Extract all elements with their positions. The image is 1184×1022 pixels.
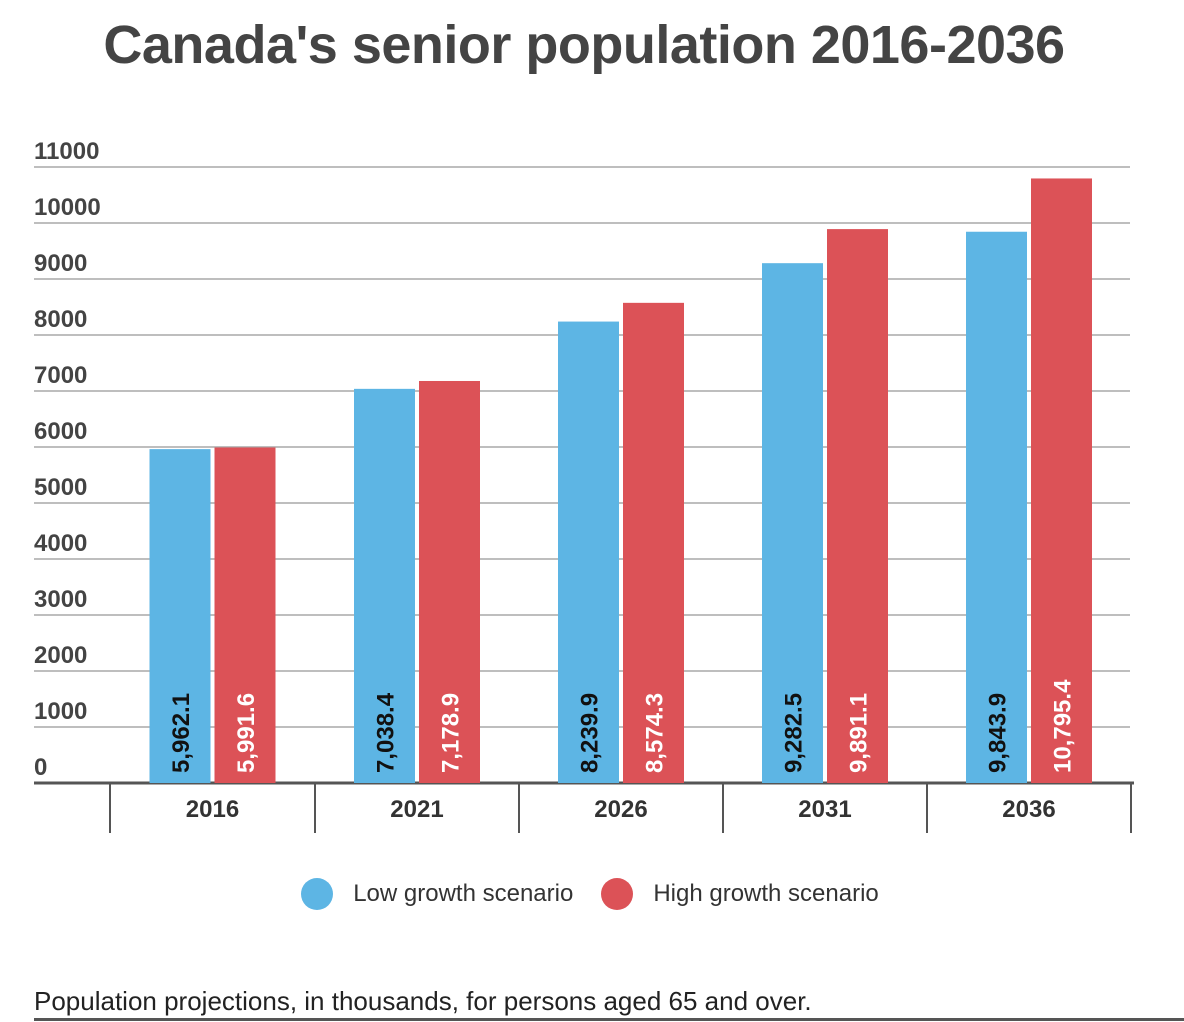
data-label: 5,991.6 — [233, 693, 260, 773]
data-label: 8,239.9 — [577, 693, 604, 773]
data-label: 9,891.1 — [846, 693, 873, 773]
data-label: 8,574.3 — [642, 693, 669, 773]
bar-low — [354, 388, 415, 783]
legend-item-high[interactable]: High growth scenario — [601, 878, 879, 910]
bar-low — [762, 263, 823, 783]
x-tick-label: 2021 — [390, 796, 443, 823]
bar-high — [419, 380, 480, 783]
data-label: 5,962.1 — [168, 693, 195, 773]
x-tick-label: 2031 — [798, 796, 851, 823]
y-tick-label: 3000 — [34, 586, 87, 613]
y-tick-label: 11000 — [34, 138, 99, 165]
data-label: 9,843.9 — [985, 693, 1012, 773]
data-label: 7,178.9 — [438, 693, 465, 773]
bar-high — [623, 302, 684, 783]
y-tick-label: 4000 — [34, 530, 87, 557]
y-tick-label: 1000 — [34, 698, 87, 725]
data-label: 10,795.4 — [1050, 679, 1077, 773]
y-tick-label: 9000 — [34, 250, 87, 277]
bar-high — [827, 229, 888, 784]
footnote: Population projections, in thousands, fo… — [34, 986, 812, 1016]
y-tick-label: 0 — [34, 754, 47, 781]
legend-label-low: Low growth scenario — [353, 880, 574, 907]
y-tick-label: 6000 — [34, 418, 87, 445]
data-label: 9,282.5 — [781, 693, 808, 773]
y-tick-label: 8000 — [34, 306, 87, 333]
x-tick-label: 2036 — [1002, 796, 1055, 823]
chart-title: Canada's senior population 2016-2036 — [103, 15, 1065, 75]
bar-high — [214, 447, 276, 783]
bar-low — [149, 449, 211, 783]
legend-label-high: High growth scenario — [653, 880, 879, 907]
y-tick-label: 10000 — [34, 194, 101, 221]
data-label: 7,038.4 — [373, 692, 400, 773]
bar-high — [1031, 178, 1092, 784]
legend-swatch-high — [601, 878, 634, 910]
y-tick-label: 7000 — [34, 362, 87, 389]
x-tick-label: 2026 — [594, 796, 647, 823]
bar-low — [558, 321, 619, 783]
legend-swatch-low — [301, 878, 334, 910]
legend-item-low[interactable]: Low growth scenario — [301, 878, 573, 910]
bar-low — [966, 231, 1027, 784]
x-tick-label: 2016 — [186, 796, 239, 823]
legend: Low growth scenario High growth scenario — [0, 878, 1184, 910]
y-tick-label: 2000 — [34, 642, 87, 669]
divider — [34, 1018, 1184, 1021]
bar-chart: 0 1000 2000 3000 4000 5000 6000 7000 8000 9000 100… — [34, 138, 1134, 833]
y-tick-label: 5000 — [34, 474, 87, 501]
